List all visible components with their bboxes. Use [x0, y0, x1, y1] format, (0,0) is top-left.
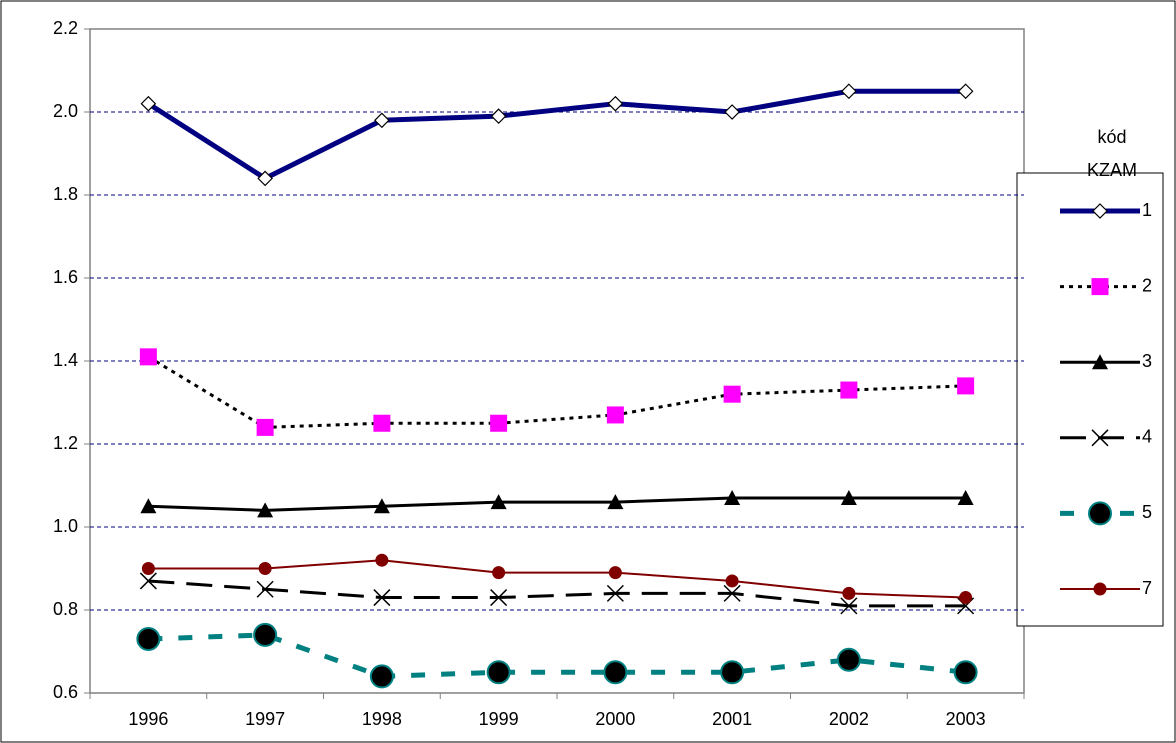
marker [257, 502, 274, 518]
marker [374, 112, 390, 129]
marker [606, 406, 624, 424]
marker [957, 83, 974, 100]
marker [603, 660, 628, 685]
x-tick-label: 1996 [128, 709, 168, 729]
y-tick-label: 1.2 [53, 433, 78, 453]
series-line [148, 559, 966, 599]
marker [490, 589, 508, 607]
legend-box [1016, 172, 1164, 627]
marker [373, 498, 390, 514]
legend-label: 5 [1142, 502, 1152, 522]
marker [375, 553, 389, 567]
legend-label: 2 [1142, 275, 1152, 295]
legend-marker [1093, 582, 1107, 596]
marker [140, 95, 157, 112]
marker [253, 622, 278, 647]
marker [608, 566, 622, 580]
x-tick-label: 1998 [362, 709, 402, 729]
y-tick-label: 1.0 [53, 516, 78, 536]
marker [369, 664, 394, 689]
marker [139, 348, 157, 366]
marker [957, 377, 975, 395]
series-line [148, 496, 966, 512]
marker [720, 660, 745, 685]
x-tick-label: 1997 [245, 709, 285, 729]
marker [723, 584, 741, 602]
marker [607, 494, 624, 510]
y-tick-label: 2.2 [53, 18, 78, 38]
marker [724, 489, 741, 505]
x-tick-label: 2000 [595, 709, 635, 729]
legend-title: KZAM [1087, 160, 1137, 180]
y-tick-label: 1.8 [53, 184, 78, 204]
marker [139, 572, 157, 590]
marker [490, 108, 507, 124]
legend-label: 1 [1142, 200, 1152, 220]
x-tick-label: 2003 [946, 709, 986, 729]
marker [140, 498, 157, 514]
marker [959, 591, 973, 605]
marker [256, 580, 274, 598]
legend-marker [1088, 501, 1112, 526]
legend-label: 4 [1142, 427, 1152, 447]
legend-label: 7 [1142, 578, 1152, 598]
marker [490, 494, 507, 510]
marker [840, 489, 857, 505]
legend-title: kód [1097, 127, 1126, 147]
marker [957, 489, 974, 505]
legend-marker [1092, 203, 1108, 219]
legend-label: 3 [1142, 351, 1152, 371]
marker [373, 589, 391, 607]
marker [841, 83, 857, 100]
marker [607, 95, 624, 112]
marker [836, 647, 861, 672]
marker [725, 574, 739, 588]
x-tick-label: 1999 [479, 709, 519, 729]
marker [486, 660, 511, 685]
y-tick-label: 1.4 [53, 350, 78, 370]
marker [840, 597, 858, 615]
marker [953, 660, 978, 685]
marker [723, 385, 741, 403]
marker [373, 414, 391, 432]
y-tick-label: 2.0 [53, 101, 78, 121]
marker [141, 562, 155, 575]
marker [724, 104, 740, 120]
y-tick-label: 1.6 [53, 267, 78, 287]
y-tick-label: 0.6 [53, 682, 78, 702]
marker [840, 381, 858, 399]
series-line [148, 579, 966, 608]
marker [136, 627, 161, 652]
legend-marker [1091, 278, 1109, 296]
legend-marker [1091, 429, 1109, 447]
marker [842, 586, 856, 600]
marker [606, 584, 624, 602]
y-tick-label: 0.8 [53, 599, 78, 619]
series-line [147, 355, 966, 429]
x-tick-label: 2001 [712, 709, 752, 729]
marker [490, 414, 508, 432]
marker [492, 566, 506, 580]
series-line [147, 88, 966, 181]
marker [258, 562, 272, 575]
legend-marker [1092, 354, 1108, 370]
marker [256, 418, 274, 436]
x-tick-label: 2002 [829, 709, 869, 729]
marker [257, 170, 273, 187]
